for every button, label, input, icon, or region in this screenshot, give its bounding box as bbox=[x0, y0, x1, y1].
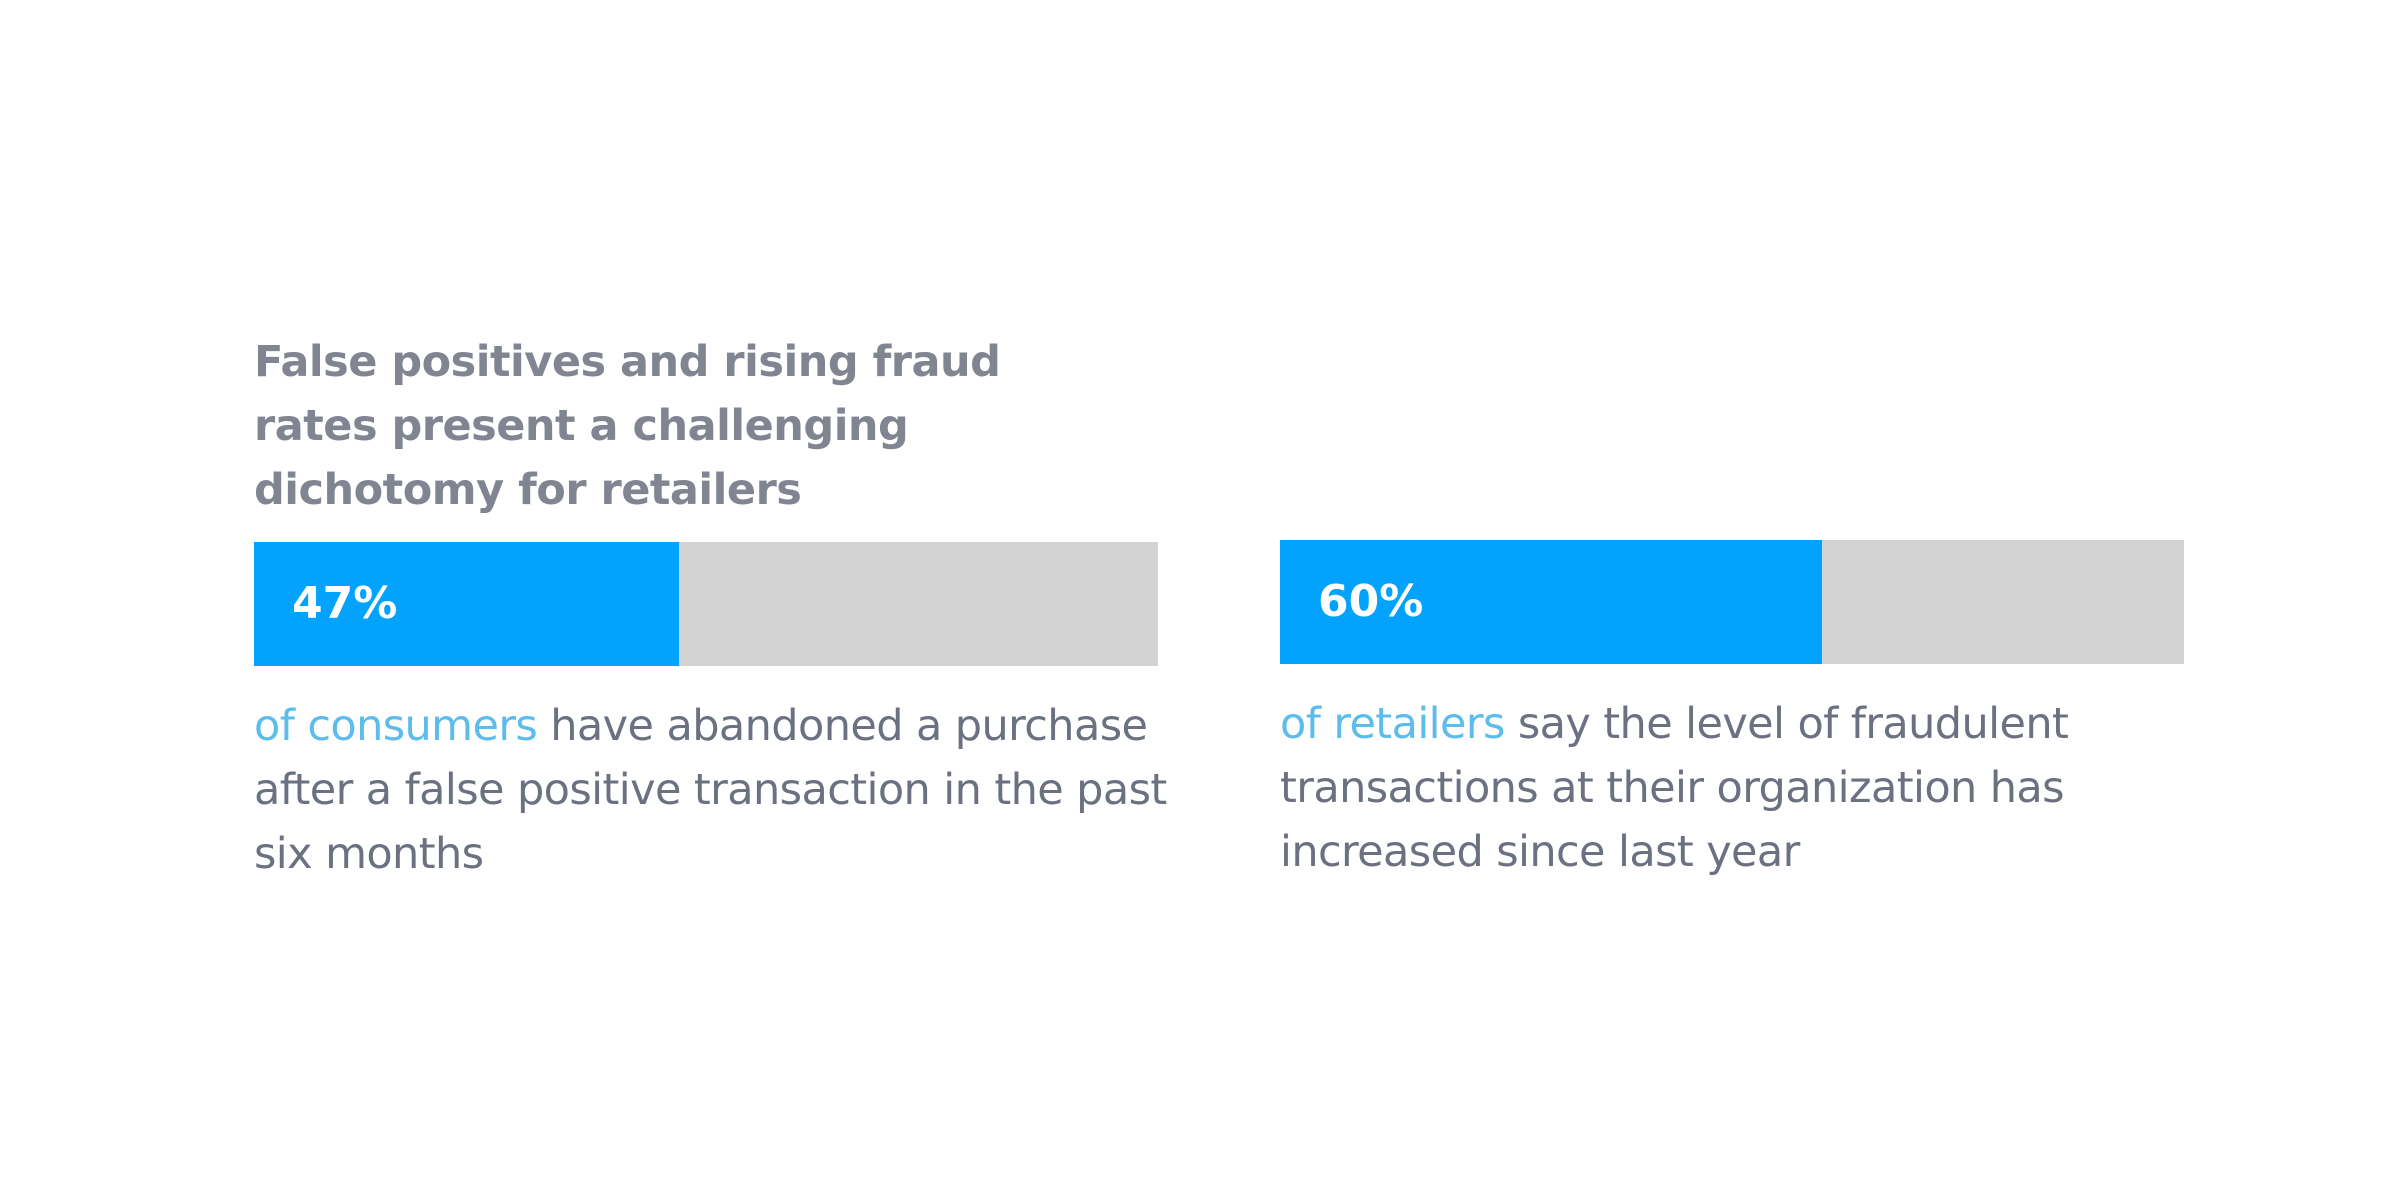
stat-description: have abandoned a purchase after a false … bbox=[254, 701, 1167, 879]
stat-consumers: 47% of consumers have abandoned a purcha… bbox=[254, 542, 1167, 886]
headline: False positives and rising fraud rates p… bbox=[254, 337, 1001, 515]
stat-retailers: 60% of retailers say the level of fraudu… bbox=[1280, 540, 2184, 884]
stat-caption: of consumers have abandoned a purchase a… bbox=[254, 694, 1174, 886]
stat-description: say the level of fraudulent transactions… bbox=[1280, 699, 2069, 877]
bar-value-label: 60% bbox=[1318, 576, 1424, 627]
stat-highlight: of retailers bbox=[1280, 699, 1505, 749]
bar-track: 60% bbox=[1280, 540, 2184, 664]
bar-fill bbox=[1280, 540, 1823, 664]
bar-track: 47% bbox=[254, 542, 1158, 666]
bar-value-label: 47% bbox=[292, 578, 398, 629]
bar-fill bbox=[254, 542, 679, 666]
stat-caption: of retailers say the level of fraudulent… bbox=[1280, 692, 2200, 884]
stat-highlight: of consumers bbox=[254, 701, 538, 751]
